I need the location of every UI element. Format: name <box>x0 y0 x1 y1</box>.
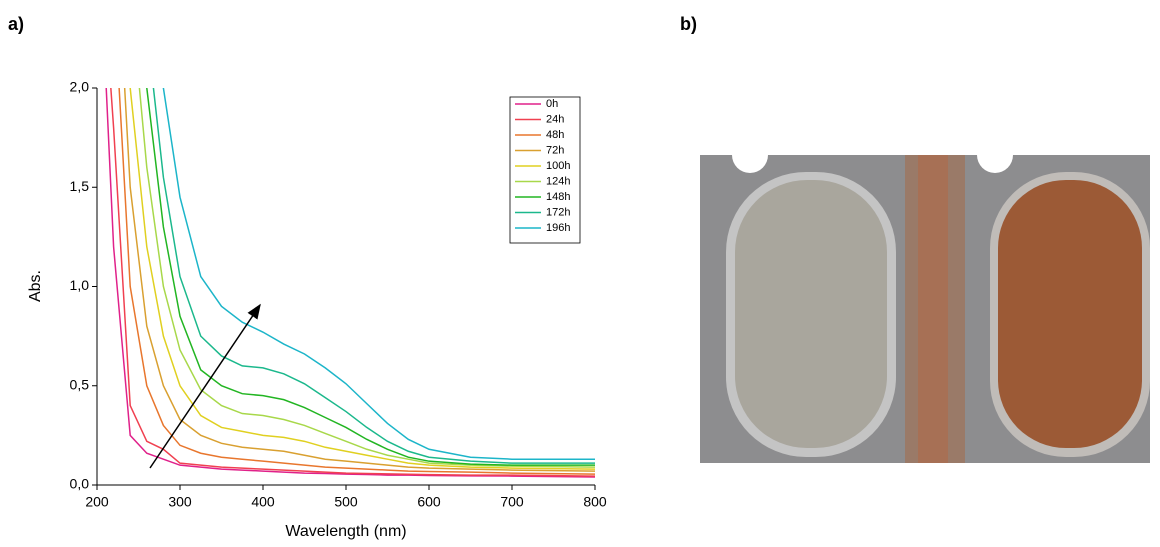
legend <box>509 96 581 244</box>
x-tick-label: 700 <box>500 494 524 510</box>
panel-label: b) <box>680 14 697 34</box>
legend-label: 148h <box>546 191 570 203</box>
hole <box>977 137 1013 173</box>
trend-arrow <box>149 303 261 469</box>
hole <box>732 137 768 173</box>
y-tick-label: 1,5 <box>70 178 90 194</box>
y-tick-label: 0,0 <box>70 476 90 492</box>
x-tick-label: 200 <box>85 494 109 510</box>
series-line <box>146 88 595 466</box>
legend-label: 48h <box>546 129 564 141</box>
x-axis-label: Wavelength (nm) <box>285 523 406 540</box>
series-line <box>110 88 595 477</box>
legend-label: 0h <box>546 98 558 110</box>
y-axis-label: Abs. <box>27 270 44 302</box>
x-tick-label: 400 <box>251 494 275 510</box>
plot-area <box>105 88 595 478</box>
legend-label: 196h <box>546 222 570 234</box>
panel-label: a) <box>8 14 24 34</box>
x-tick-label: 500 <box>334 494 358 510</box>
y-tick-label: 2,0 <box>70 79 90 95</box>
series-line <box>138 88 595 468</box>
x-tick-label: 600 <box>417 494 441 510</box>
x-tick-label: 300 <box>168 494 192 510</box>
legend-label: 100h <box>546 160 570 172</box>
series-line <box>118 88 595 475</box>
metal-strip <box>918 155 948 463</box>
sample-brown <box>998 180 1142 448</box>
y-tick-label: 0,5 <box>70 376 90 392</box>
photo <box>700 137 1150 463</box>
sample-clear <box>735 180 887 448</box>
legend-label: 124h <box>546 175 570 187</box>
x-tick-label: 800 <box>583 494 607 510</box>
series-line <box>152 88 595 464</box>
series-line <box>129 88 595 470</box>
y-tick-label: 1,0 <box>70 277 90 293</box>
legend-label: 72h <box>546 144 564 156</box>
legend-label: 172h <box>546 206 570 218</box>
legend-label: 24h <box>546 113 564 125</box>
series-line <box>162 88 595 460</box>
series-line <box>123 88 595 472</box>
series-line <box>105 88 595 478</box>
